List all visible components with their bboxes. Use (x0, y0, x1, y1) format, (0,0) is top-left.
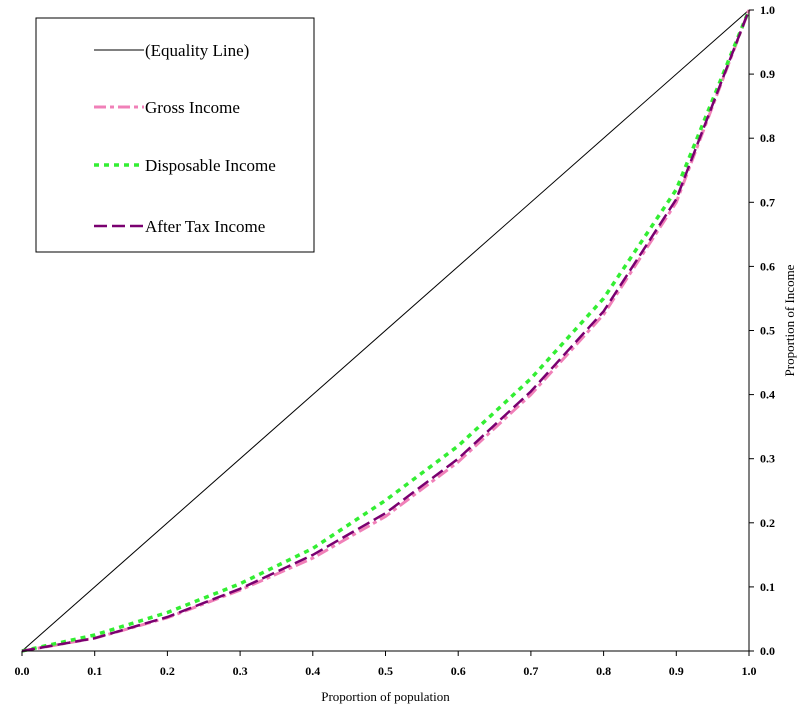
y-tick-label: 0.3 (760, 452, 775, 466)
y-tick-label: 0.6 (760, 259, 775, 273)
x-tick-label: 1.0 (742, 664, 757, 678)
y-tick-label: 0.8 (760, 131, 775, 145)
y-tick-label: 0.2 (760, 516, 775, 530)
legend: (Equality Line) Gross Income Disposable In… (35, 17, 315, 253)
x-tick-label: 0.1 (87, 664, 102, 678)
y-tick-label: 0.0 (760, 644, 775, 658)
series-line-1 (21, 9, 750, 652)
x-tick-label: 0.6 (451, 664, 466, 678)
legend-label-4: After Tax Income (145, 217, 265, 236)
x-tick-label: 0.9 (669, 664, 684, 678)
y-tick-label: 0.7 (760, 195, 775, 209)
y-tick-label: 0.5 (760, 324, 775, 338)
y-tick-label: 0.9 (760, 67, 775, 81)
legend-label-2: Gross Income (145, 98, 240, 117)
series-line-2 (21, 9, 751, 653)
x-tick-label: 0.8 (596, 664, 611, 678)
legend-label-3: Disposable Income (145, 156, 276, 175)
curves-layer (21, 9, 751, 653)
legend-label-1: (Equality Line) (145, 41, 249, 60)
y-tick-label: 1.0 (760, 3, 775, 17)
x-tick-label: 0.0 (15, 664, 30, 678)
y-axis-label: Proportion of Income (782, 264, 797, 376)
x-axis-label: Proportion of population (321, 689, 450, 704)
x-tick-label: 0.4 (305, 664, 320, 678)
x-tick-label: 0.5 (378, 664, 393, 678)
y-tick-label: 0.4 (760, 388, 775, 402)
axes-layer: 0.0 0.1 0.2 0.3 0.4 0.5 0.6 0.7 0.8 0.9 1.00.00.10… (15, 3, 776, 678)
legend-box (35, 17, 315, 253)
x-tick-label: 0.3 (233, 664, 248, 678)
x-tick-label: 0.2 (160, 664, 175, 678)
x-tick-label: 0.7 (523, 664, 538, 678)
y-tick-label: 0.1 (760, 580, 775, 594)
